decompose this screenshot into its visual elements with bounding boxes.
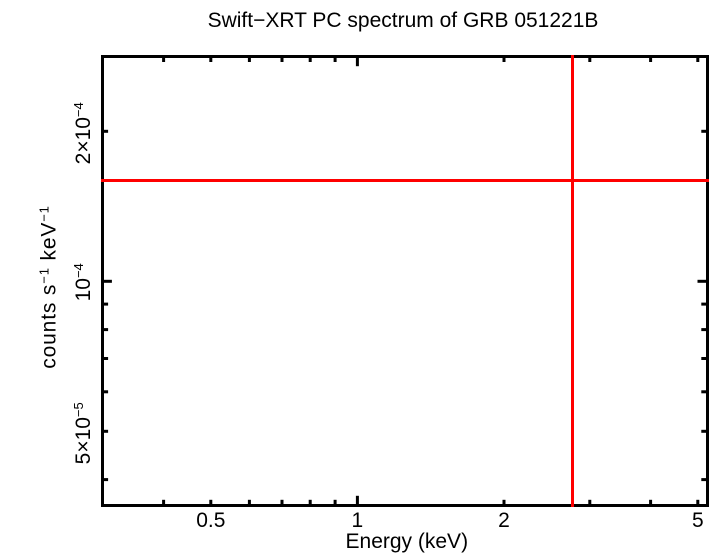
svg-text:5: 5 xyxy=(692,509,704,532)
svg-text:Energy (keV): Energy (keV) xyxy=(346,530,469,553)
svg-text:1: 1 xyxy=(352,509,364,532)
svg-text:0.5: 0.5 xyxy=(196,509,225,532)
svg-text:Swift−XRT PC spectrum of GRB 0: Swift−XRT PC spectrum of GRB 051221B xyxy=(208,9,599,32)
svg-text:counts s−1 keV−1: counts s−1 keV−1 xyxy=(36,205,60,369)
svg-text:2: 2 xyxy=(498,509,510,532)
